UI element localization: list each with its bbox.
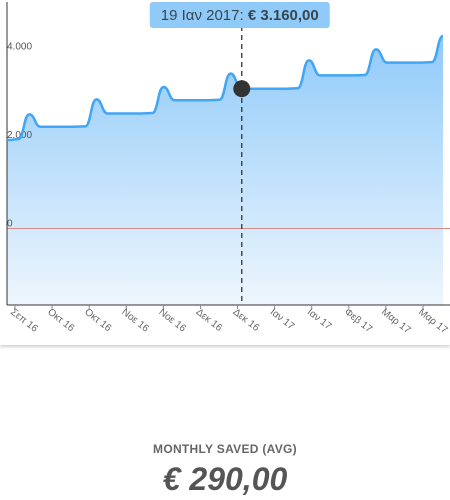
y-tick-label: 0 [7,219,13,230]
x-tick-label: Νοε 16 [119,307,151,335]
x-tick-label: Σεπ 16 [8,307,40,335]
x-tick-label: Μαρ 17 [416,307,450,337]
x-tick-label: Δεκ 16 [231,307,262,334]
x-tick-label: Ιαν 17 [268,307,297,333]
x-tick-label: Μαρ 17 [379,307,413,337]
x-tick-label: Ιαν 17 [305,307,334,333]
savings-chart-card: 4.000 2.000 0 Σεπ 16 Οκτ 16 Οκτ 16 Νοε 16 Νοε 1… [0,0,450,345]
x-tick-label: Φεβ 17 [342,307,374,336]
monthly-saved-label: MONTHLY SAVED (AVG) [153,442,297,456]
savings-area [7,36,443,305]
tooltip-box [149,2,330,28]
x-tick-label: Οκτ 16 [82,307,113,335]
tooltip-date: 19 Ιαν 2017: [161,7,248,24]
y-tick-label: 2.000 [7,130,32,141]
x-tick-label: Οκτ 16 [45,307,76,335]
monthly-saved-value: € 290,00 [162,461,288,497]
tooltip-text: 19 Ιαν 2017: € 3.160,00 [161,7,319,24]
y-tick-label: 4.000 [7,42,32,53]
x-tick-label: Δεκ 16 [194,307,225,334]
tooltip-value: € 3.160,00 [248,7,319,24]
x-tick-label: Νοε 16 [157,307,189,335]
savings-line [6,34,444,142]
highlight-point [233,80,251,98]
